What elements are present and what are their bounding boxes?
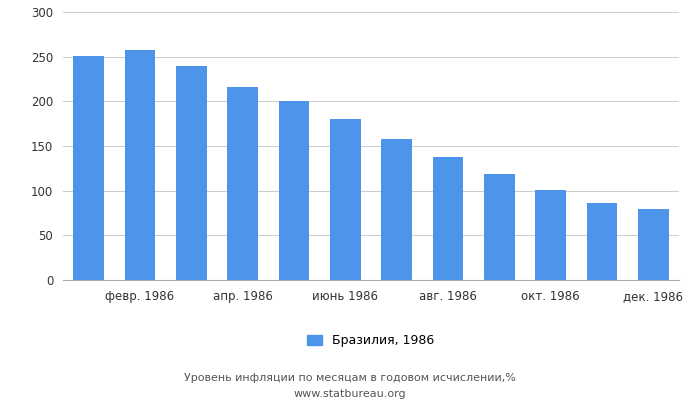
Bar: [228, 87, 258, 280]
Bar: [382, 139, 412, 280]
Bar: [74, 56, 104, 280]
Bar: [638, 208, 668, 280]
Bar: [536, 190, 566, 280]
Text: www.statbureau.org: www.statbureau.org: [294, 389, 406, 399]
Bar: [176, 66, 206, 280]
Legend: Бразилия, 1986: Бразилия, 1986: [307, 334, 435, 348]
Bar: [587, 203, 617, 280]
Bar: [279, 101, 309, 280]
Bar: [330, 119, 360, 280]
Bar: [484, 174, 514, 280]
Bar: [433, 157, 463, 280]
Bar: [125, 50, 155, 280]
Text: Уровень инфляции по месяцам в годовом исчислении,%: Уровень инфляции по месяцам в годовом ис…: [184, 373, 516, 383]
